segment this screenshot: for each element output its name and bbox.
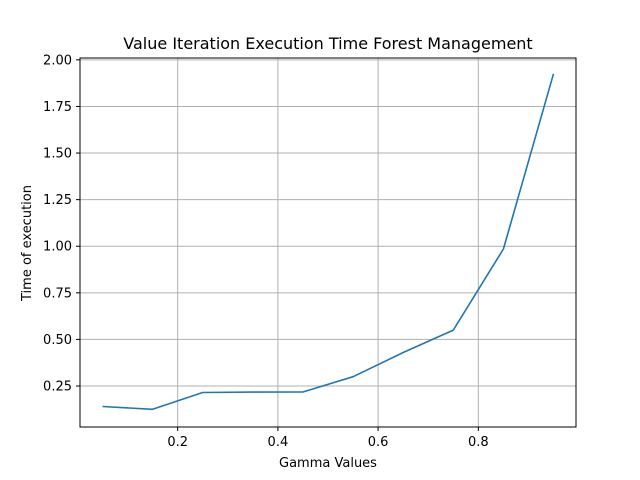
chart-title: Value Iteration Execution Time Forest Ma… <box>123 34 532 53</box>
x-tick-label: 0.8 <box>468 435 489 450</box>
y-axis-label: Time of execution <box>20 185 35 302</box>
x-axis-label: Gamma Values <box>279 456 377 471</box>
y-tick-label: 1.00 <box>43 240 72 255</box>
series-layer <box>102 73 555 411</box>
y-tick-label: 0.75 <box>43 286 72 301</box>
y-tick-label: 1.75 <box>43 100 72 115</box>
y-tick-label: 0.50 <box>43 333 72 348</box>
plot-frame <box>79 57 577 428</box>
y-tick-label: 0.25 <box>43 380 72 395</box>
y-axis-ticks: 0.25 0.50 0.75 1.00 1.25 1.50 1.75 2.00 <box>43 53 80 395</box>
y-tick-label: 1.50 <box>43 147 72 162</box>
y-tick-label: 2.00 <box>43 53 72 68</box>
x-axis-ticks: 0.2 0.4 0.6 0.8 <box>167 427 489 450</box>
x-tick-label: 0.2 <box>167 435 188 450</box>
y-tick-label: 1.25 <box>43 193 72 208</box>
series-line <box>102 73 555 411</box>
x-tick-label: 0.6 <box>368 435 389 450</box>
grid-lines <box>80 58 576 427</box>
x-tick-label: 0.4 <box>268 435 289 450</box>
